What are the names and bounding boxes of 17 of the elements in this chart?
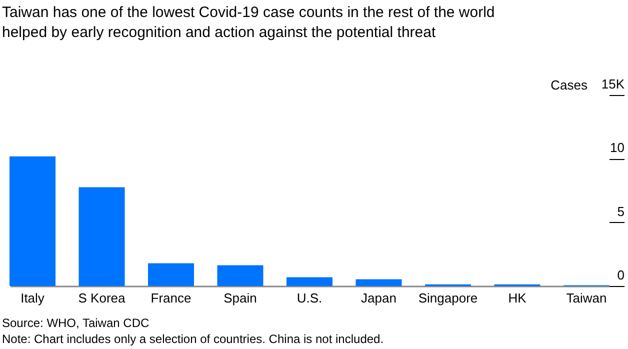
x-tick-label: France — [150, 290, 192, 306]
x-tick-label: Spain — [224, 290, 257, 306]
y-tick-label: 10 — [610, 140, 624, 156]
x-tick-label: Singapore — [418, 290, 478, 306]
y-axis-title: Cases — [550, 78, 588, 92]
y-tick-label: 5 — [617, 204, 624, 219]
x-tick-label: Taiwan — [566, 290, 607, 306]
y-tick-label: 15K — [601, 76, 625, 92]
x-tick-label: HK — [508, 290, 527, 306]
source-note: Source: WHO, Taiwan CDC — [2, 316, 150, 330]
text: Note: Chart includes only a selection of countries. China is not included. — [2, 332, 384, 346]
x-tick-label: S Korea — [78, 290, 126, 306]
x-tick-label: U.S. — [296, 290, 322, 306]
y-tick-label: 0 — [617, 268, 624, 282]
x-tick-label: Japan — [361, 290, 396, 306]
x-tick-label: Italy — [20, 290, 45, 306]
chart-title: Taiwan has one of the lowest Covid-19 case counts in the rest of the world helped by early recognition and action against the potential threat — [2, 4, 495, 41]
